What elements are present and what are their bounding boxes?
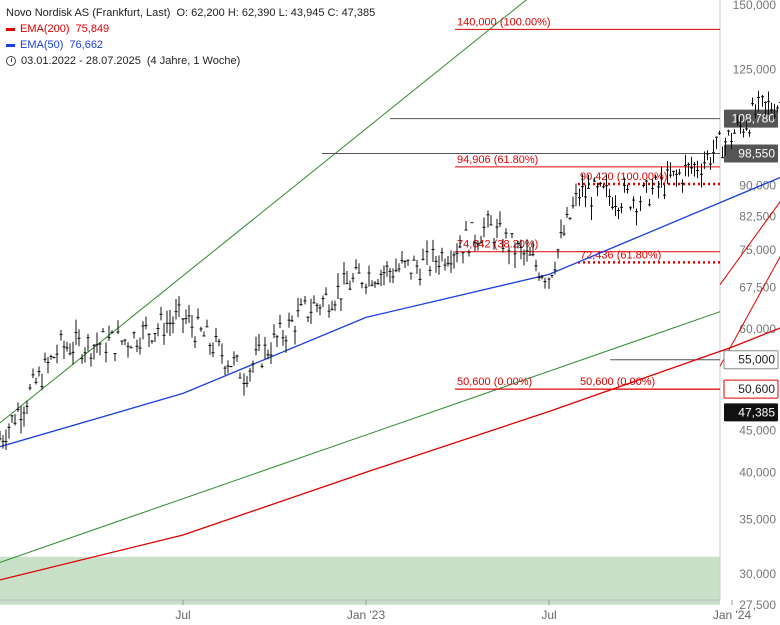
fib-label: 50,600 (0.00%) (457, 376, 532, 388)
y-tick-label: 125,000 (733, 62, 777, 76)
range-text: 03.01.2022 - 28.07.2025 (21, 55, 141, 67)
price-series (0, 90, 780, 451)
legend-ohlc: O: 62,200 H: 62,390 L: 43,945 C: 47,385 (176, 7, 376, 19)
downtrend-line-1 (719, 201, 780, 285)
legend-ema50[interactable]: EMA(50) 76,662 (6, 37, 375, 53)
y-tick-label: 35,000 (739, 513, 776, 527)
level-badge (723, 379, 779, 399)
upper-trendline (0, 0, 527, 424)
ema200-value: 75,849 (75, 23, 110, 35)
level-badge-label: 55,000 (738, 353, 775, 367)
support-zone (0, 556, 720, 605)
x-tick-label: Jul (541, 608, 556, 622)
x-tick-label: Jan '23 (347, 608, 386, 622)
legend-range: 03.01.2022 - 28.07.2025 (4 Jahre, 1 Woch… (6, 53, 375, 69)
ema200-line (0, 327, 780, 581)
range-note: (4 Jahre, 1 Woche) (146, 55, 241, 67)
y-tick-label: 30,000 (739, 567, 776, 581)
chart-legend: Novo Nordisk AS (Frankfurt, Last) O: 62,… (6, 5, 375, 69)
downtrend-line-2 (719, 255, 780, 367)
ema50-line (0, 176, 780, 448)
y-tick-label: 27,500 (739, 598, 776, 612)
y-tick-label: 150,000 (733, 0, 777, 12)
ema50-value: 76,662 (69, 39, 104, 51)
lower-trendline (0, 311, 721, 563)
y-tick-label: 40,000 (739, 465, 776, 479)
clock-icon (6, 56, 16, 66)
fib-label: 50,600 (0.00%) (580, 376, 655, 388)
level-badge-label: 47,385 (738, 405, 775, 419)
legend-title-row: Novo Nordisk AS (Frankfurt, Last) O: 62,… (6, 5, 375, 21)
y-tick-label: 82,500 (739, 209, 776, 223)
legend-ema200[interactable]: EMA(200) 75,849 (6, 21, 375, 37)
y-tick-label: 90,000 (739, 179, 776, 193)
legend-title: Novo Nordisk AS (Frankfurt, Last) (6, 7, 171, 19)
x-tick-label: Jan '24 (713, 608, 752, 622)
level-badge (724, 144, 778, 163)
ema50-label: EMA(50) (20, 39, 64, 51)
fib-label: 94,906 (61.80%) (457, 154, 538, 166)
y-tick-label: 75,000 (739, 243, 776, 257)
fib-label: 140,000 (100.00%) (457, 16, 551, 28)
ema50-swatch (6, 43, 15, 47)
level-badge-label: 50,600 (738, 382, 775, 396)
y-tick-label: 60,000 (739, 322, 776, 336)
ema200-label: EMA(200) (20, 23, 70, 35)
y-tick-label: 67,500 (739, 280, 776, 294)
level-badge (723, 350, 779, 370)
fib-label: 90,420 (100.00%) (580, 171, 667, 183)
level-badge-label: 108,780 (732, 112, 776, 126)
ema200-swatch (6, 27, 15, 31)
level-badge-label: 98,550 (738, 147, 775, 161)
fib-label: 74,642 (38.20%) (457, 239, 538, 251)
y-tick-label: 45,000 (739, 424, 776, 438)
x-tick-label: Jul (175, 608, 190, 622)
fib-label: 72,436 (61.80%) (580, 249, 661, 261)
level-badge (724, 403, 778, 422)
